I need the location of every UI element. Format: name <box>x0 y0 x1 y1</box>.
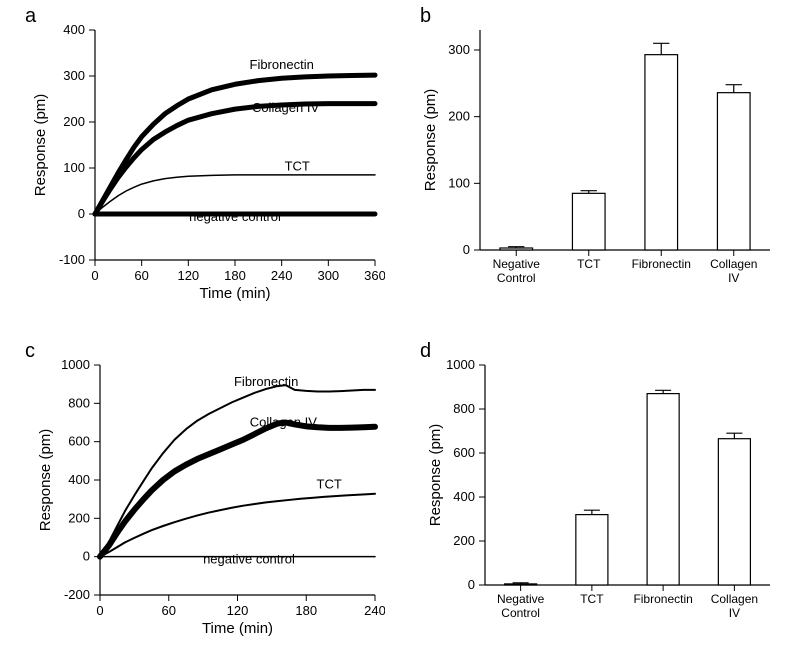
svg-text:Negative: Negative <box>493 257 541 271</box>
svg-text:200: 200 <box>453 533 475 548</box>
svg-text:TCT: TCT <box>580 592 604 606</box>
svg-text:negative control: negative control <box>203 551 295 566</box>
line-chart-a: -100 0 100 200 300 400 0 60 120 180 240 300 360 Time … <box>25 10 385 310</box>
svg-text:Collagen: Collagen <box>710 257 757 271</box>
svg-text:IV: IV <box>728 271 739 285</box>
svg-text:60: 60 <box>162 603 176 618</box>
svg-text:Response (pm): Response (pm) <box>427 424 444 527</box>
line-chart-c: -200 0 200 400 600 800 1000 0 60 120 180 240 Time (m… <box>25 345 385 645</box>
svg-text:Time (min): Time (min) <box>202 620 273 637</box>
svg-text:600: 600 <box>68 434 90 449</box>
svg-text:400: 400 <box>453 489 475 504</box>
svg-text:Collagen IV: Collagen IV <box>252 100 320 115</box>
svg-text:Collagen IV: Collagen IV <box>250 414 318 429</box>
svg-text:Fibronectin: Fibronectin <box>633 592 692 606</box>
svg-text:TCT: TCT <box>285 158 310 173</box>
bar-chart-d: 02004006008001000Response (pm)NegativeCo… <box>420 345 780 645</box>
svg-text:1000: 1000 <box>61 357 90 372</box>
svg-text:0: 0 <box>468 577 475 592</box>
svg-text:Negative: Negative <box>497 592 545 606</box>
svg-text:IV: IV <box>729 606 740 620</box>
svg-text:400: 400 <box>68 472 90 487</box>
svg-text:100: 100 <box>448 175 470 190</box>
svg-text:300: 300 <box>317 268 339 283</box>
svg-text:Response (pm): Response (pm) <box>422 89 439 192</box>
svg-text:0: 0 <box>463 242 470 257</box>
svg-text:-200: -200 <box>64 587 90 602</box>
bar-chart-b: 0 100 200 300 Response (pm) NegativeControl TC… <box>420 10 780 310</box>
svg-text:800: 800 <box>68 395 90 410</box>
svg-text:800: 800 <box>453 401 475 416</box>
svg-text:Time (min): Time (min) <box>199 285 270 302</box>
svg-text:Control: Control <box>497 271 536 285</box>
svg-text:Collagen: Collagen <box>711 592 758 606</box>
svg-text:Fibronectin: Fibronectin <box>234 374 298 389</box>
svg-text:120: 120 <box>177 268 199 283</box>
svg-text:300: 300 <box>63 68 85 83</box>
svg-text:Response (pm): Response (pm) <box>32 94 49 197</box>
svg-text:120: 120 <box>227 603 249 618</box>
svg-text:100: 100 <box>63 160 85 175</box>
svg-text:200: 200 <box>63 114 85 129</box>
svg-text:-100: -100 <box>59 252 85 267</box>
svg-text:Fibronectin: Fibronectin <box>632 257 691 271</box>
svg-text:360: 360 <box>364 268 385 283</box>
svg-text:0: 0 <box>96 603 103 618</box>
svg-text:200: 200 <box>448 109 470 124</box>
svg-text:300: 300 <box>448 42 470 57</box>
svg-text:0: 0 <box>78 206 85 221</box>
svg-text:240: 240 <box>271 268 293 283</box>
svg-text:240: 240 <box>364 603 385 618</box>
svg-text:180: 180 <box>295 603 317 618</box>
svg-text:400: 400 <box>63 22 85 37</box>
svg-text:180: 180 <box>224 268 246 283</box>
svg-text:200: 200 <box>68 510 90 525</box>
svg-text:600: 600 <box>453 445 475 460</box>
svg-text:Response (pm): Response (pm) <box>37 429 54 532</box>
svg-text:1000: 1000 <box>446 357 475 372</box>
svg-text:TCT: TCT <box>577 257 601 271</box>
svg-text:0: 0 <box>83 549 90 564</box>
svg-text:negative control: negative control <box>189 209 281 224</box>
svg-text:TCT: TCT <box>317 477 342 492</box>
figure-root: a b c d -1000100200300400060120180240300… <box>0 0 800 667</box>
svg-text:Fibronectin: Fibronectin <box>250 57 314 72</box>
svg-text:60: 60 <box>134 268 148 283</box>
svg-text:Control: Control <box>501 606 540 620</box>
svg-text:0: 0 <box>91 268 98 283</box>
